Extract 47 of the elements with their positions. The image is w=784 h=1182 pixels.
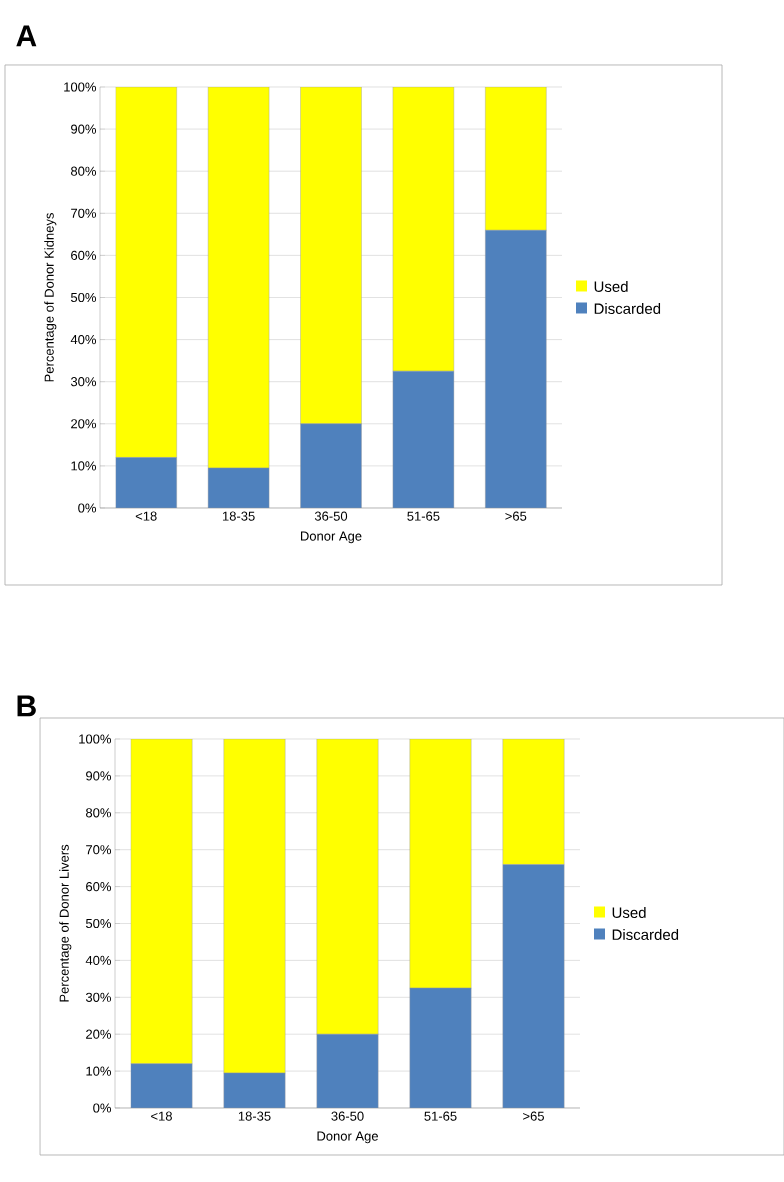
x-tick-label: >65 (505, 511, 527, 521)
x-tick-label: <18 (151, 1111, 172, 1121)
x-axis-title: Donor Age (317, 1131, 378, 1144)
y-tick-label: 30% (70, 377, 97, 387)
legend-label: Discarded (594, 302, 661, 314)
x-tick-label: 36-50 (331, 1111, 364, 1121)
bar (223, 738, 286, 1074)
text: Used (594, 280, 628, 292)
y-tick-label: 20% (71, 419, 97, 429)
legend-label: Discarded (612, 928, 679, 940)
y-tick-label: 90% (86, 771, 112, 781)
y-tick-label: 0% (78, 503, 97, 513)
y-tick-label: 20% (86, 1029, 112, 1039)
y-tick-label: 100% (79, 734, 112, 744)
y-tick-label: 30% (85, 992, 112, 1002)
y-tick-label: 60% (71, 250, 97, 260)
y-tick-label: 50% (70, 292, 97, 303)
bar (409, 738, 472, 989)
y-tick-label: 50% (85, 918, 112, 929)
y-tick-label: 10% (71, 461, 97, 471)
x-tick-label: 51-65 (407, 511, 440, 521)
y-tick-label: 100% (64, 82, 97, 92)
x-tick-label: 18-35 (222, 511, 255, 521)
chart-title: A (16, 25, 37, 47)
y-tick-label: 40% (70, 334, 97, 345)
y-tick-label: 40% (85, 955, 112, 965)
y-tick-label: 70% (71, 208, 97, 218)
legend-label: Used (612, 906, 646, 918)
y-tick-label: 70% (86, 845, 112, 855)
y-axis-title: Percentage of Donor Livers (59, 844, 72, 1002)
y-tick-label: 80% (86, 808, 112, 818)
y-axis-title: Percentage of Donor Kidneys (44, 213, 57, 382)
y-tick-label: 90% (71, 124, 97, 134)
y-tick-label: 80% (71, 166, 97, 176)
bar (130, 738, 193, 1064)
bar (502, 738, 565, 865)
y-tick-label: 0% (93, 1103, 112, 1113)
y-tick-label: 60% (86, 881, 112, 892)
x-tick-label: 36-50 (314, 511, 348, 521)
x-tick-label: 18-35 (238, 1111, 271, 1121)
x-tick-label: >65 (523, 1111, 544, 1121)
y-tick-label: 10% (86, 1066, 112, 1076)
x-axis-title: Donor Age (300, 531, 362, 544)
bar (316, 738, 379, 1035)
x-tick-label: <18 (135, 511, 157, 521)
x-tick-label: 51-65 (424, 1111, 457, 1121)
chart-title: B (17, 695, 36, 717)
